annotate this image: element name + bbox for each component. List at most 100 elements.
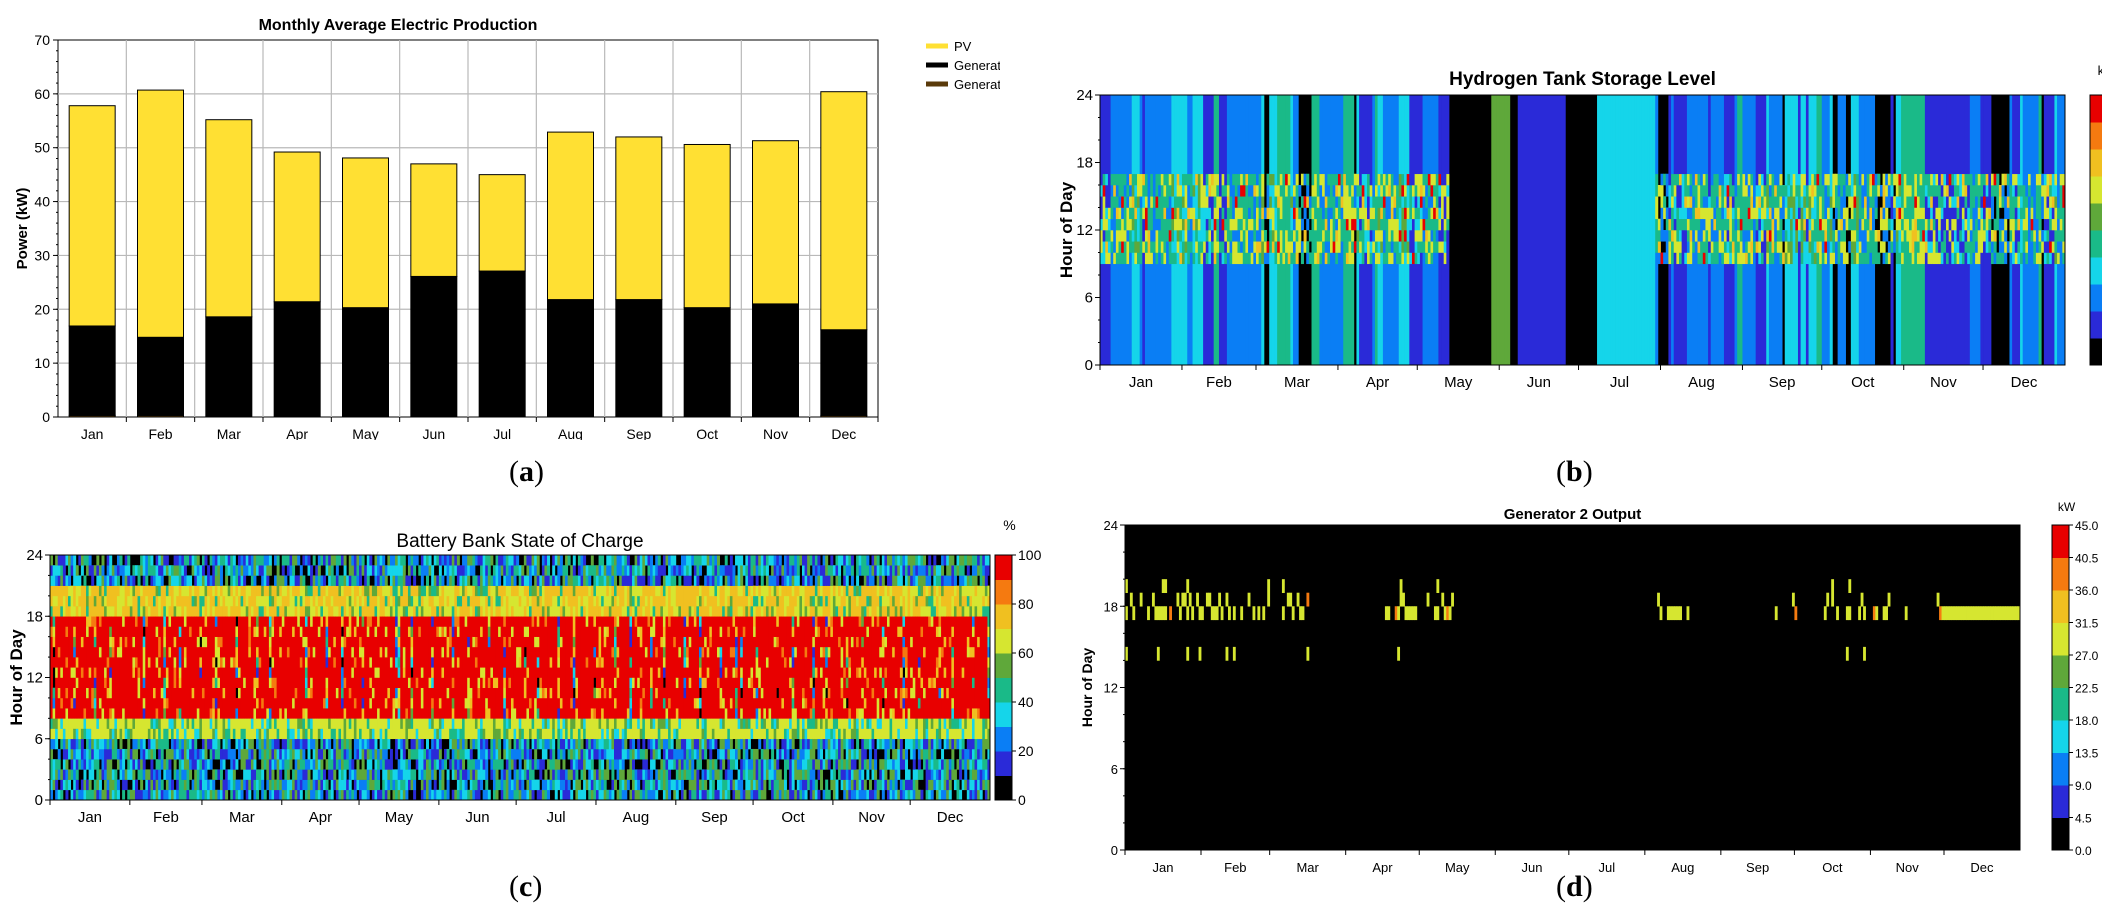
- chart-b-cell: [1430, 207, 1434, 220]
- chart-b-cell: [1861, 173, 1865, 186]
- chart-b-cell: [1705, 263, 1709, 366]
- chart-b-cell: [1686, 207, 1690, 220]
- chart-c-cell: [158, 616, 162, 637]
- chart-c-cell: [106, 728, 110, 740]
- chart-c-cell: [101, 575, 105, 586]
- chart-c-cell: [253, 636, 257, 678]
- chart-b-cell: [1345, 263, 1349, 366]
- chart-c-cell: [297, 728, 301, 740]
- chart-b-cell: [1800, 196, 1804, 208]
- chart-c-cell: [73, 687, 77, 699]
- chart-b-cell: [1829, 263, 1833, 366]
- chart-c-cell: [297, 748, 301, 760]
- chart-c-cell: [158, 748, 162, 760]
- chart-c-cell: [266, 555, 270, 566]
- chart-c-cell: [384, 595, 388, 607]
- chart-b-cell: [1866, 95, 1870, 175]
- chart-c-cell: [263, 606, 267, 617]
- chart-c-cell: [449, 555, 453, 566]
- chart-b-cell: [1977, 207, 1981, 220]
- chart-b-cell: [1388, 95, 1392, 175]
- chart-b-cell: [1790, 185, 1794, 197]
- chart-c-cell: [230, 606, 234, 617]
- chart-c-cell: [341, 585, 344, 597]
- chart-c-cell: [98, 616, 102, 627]
- chart-c-cell: [377, 759, 381, 770]
- chart-c-cell: [165, 789, 169, 801]
- chart-c-cell: [183, 789, 187, 801]
- chart-b-cell: [1832, 218, 1836, 231]
- chart-b-cell: [1150, 252, 1154, 265]
- chart-a-xtick-label: Jul: [493, 426, 511, 440]
- chart-c-cell: [178, 565, 182, 586]
- chart-b-cell: [1388, 218, 1392, 242]
- chart-c-cell: [328, 585, 332, 617]
- chart-c-cell: [474, 759, 478, 770]
- chart-c-cell: [165, 565, 169, 576]
- chart-b-cell: [1123, 230, 1127, 242]
- chart-c-cell: [279, 769, 283, 780]
- chart-c-cell: [299, 616, 303, 627]
- chart-c-cell: [495, 606, 499, 617]
- chart-c-cell: [518, 718, 522, 729]
- chart-b-unit: kg: [2098, 63, 2102, 78]
- chart-c-cell: [104, 667, 108, 678]
- chart-c-cell: [189, 616, 193, 627]
- chart-c-cell: [78, 595, 82, 607]
- chart-b-cell: [1501, 95, 1505, 366]
- chart-c-cell: [534, 697, 538, 740]
- chart-c-cell: [485, 565, 489, 576]
- chart-b-cell: [1803, 196, 1807, 208]
- chart-b-cell: [1679, 230, 1683, 242]
- chart-c-cell: [384, 748, 388, 760]
- chart-c-cell: [503, 748, 507, 760]
- chart-b-cell: [1441, 218, 1445, 242]
- chart-b-cell: [1258, 207, 1262, 220]
- chart-b-cell: [2014, 185, 2018, 197]
- chart-c-cell: [261, 585, 265, 597]
- chart-c-cell: [410, 646, 414, 658]
- chart-c-cell: [258, 585, 262, 597]
- chart-c-cell: [369, 677, 373, 689]
- chart-b-cell: [1887, 185, 1891, 208]
- chart-c-cell: [379, 565, 383, 576]
- chart-c-cell: [240, 595, 244, 607]
- chart-b-cell: [1967, 252, 1971, 265]
- chart-c-cell: [371, 789, 375, 801]
- chart-c-cell: [165, 769, 169, 780]
- chart-b-cell: [1713, 207, 1717, 220]
- chart-c-cell: [503, 657, 507, 668]
- chart-c-cell: [286, 759, 290, 770]
- chart-c-cell: [428, 728, 432, 740]
- chart-c-cell: [477, 616, 481, 678]
- chart-b-cell: [1195, 218, 1199, 231]
- chart-c-cell: [178, 585, 182, 607]
- chart-b-cell: [1211, 185, 1215, 197]
- chart-c-cell: [88, 728, 92, 740]
- chart-c-cell: [163, 657, 167, 668]
- chart-b-cell: [1404, 207, 1408, 220]
- chart-c-cell: [93, 585, 97, 597]
- chart-b-cell: [1956, 185, 1960, 197]
- chart-c-cell: [304, 616, 308, 627]
- chart-b-cell: [1686, 263, 1690, 366]
- chart-b-cell: [1964, 196, 1968, 208]
- chart-c-cell: [299, 728, 303, 740]
- chart-c-cell: [397, 595, 401, 607]
- chart-b-cell: [1221, 207, 1225, 220]
- chart-b-cell: [1811, 173, 1815, 186]
- chart-b-cell: [1279, 173, 1283, 186]
- chart-c-cell: [523, 769, 527, 780]
- chart-c-cell: [75, 769, 79, 780]
- chart-b-cell: [1213, 95, 1217, 175]
- chart-c-cell: [83, 708, 87, 719]
- chart-c-cell: [245, 779, 249, 801]
- chart-b-cell: [1803, 185, 1807, 197]
- chart-c-cell: [150, 779, 154, 791]
- chart-c-cell: [441, 718, 445, 729]
- chart-b-cell: [1374, 196, 1378, 231]
- chart-c-cell: [163, 708, 167, 719]
- chart-b-cell: [1766, 241, 1770, 253]
- chart-c-cell: [451, 657, 455, 668]
- chart-b-cell: [1253, 95, 1257, 175]
